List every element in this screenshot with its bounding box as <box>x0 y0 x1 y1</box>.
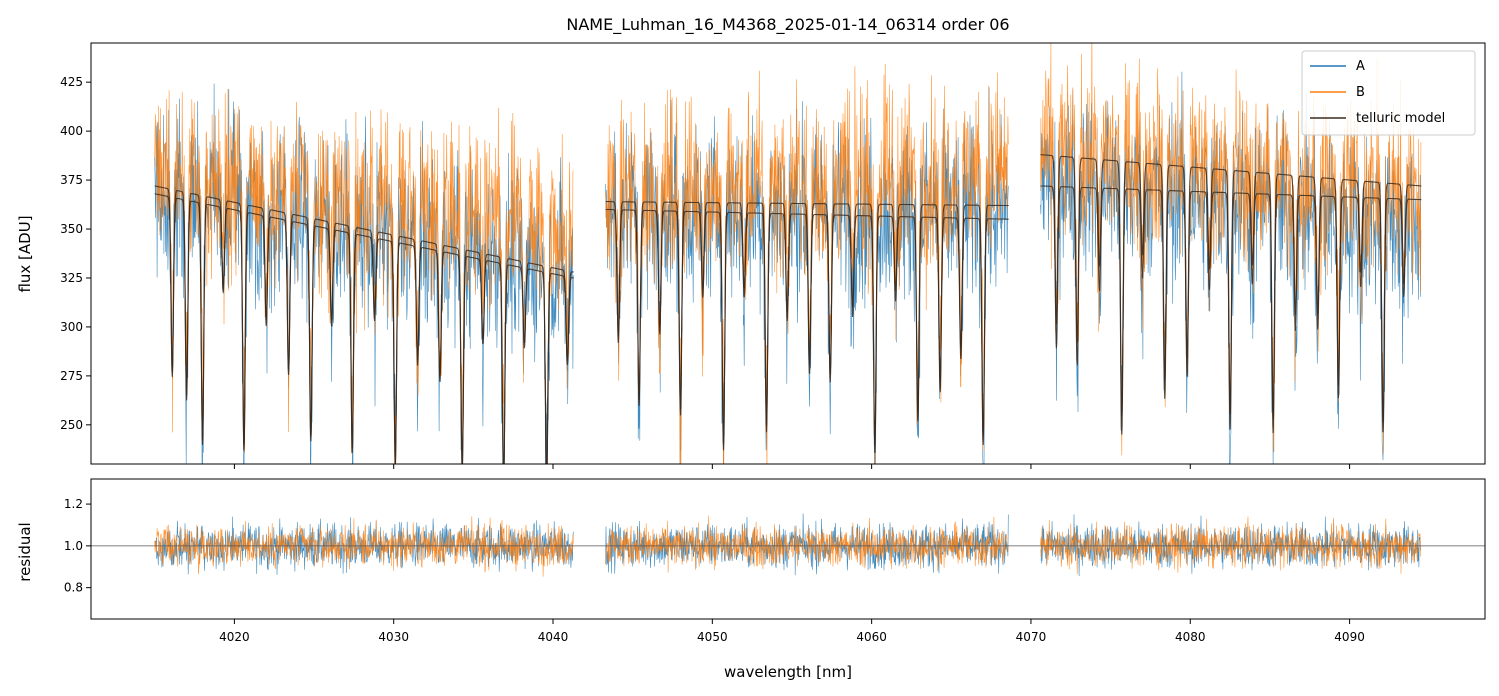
residual-y-axis-label: residual <box>16 522 34 581</box>
telluric-model-line-1-seg-0 <box>154 193 574 464</box>
telluric-model-line-1-seg-2 <box>1040 185 1422 435</box>
residual-axes-ticks: 4020 4030 4040 4050 4060 4070 4080 4090 0.8 1.0 1.… <box>64 497 1365 644</box>
residual-y-tick-label-0: 0.8 <box>64 581 83 595</box>
main-plot-area <box>154 43 1422 464</box>
main-y-tick-label-5: 375 <box>60 173 83 187</box>
residual-y-tick-label-2: 1.2 <box>64 497 83 511</box>
residual-x-tick-label-4: 4060 <box>856 630 887 644</box>
residual-axes-frame <box>90 478 1486 620</box>
legend-label-a: A <box>1356 59 1365 74</box>
chart-title: NAME_Luhman_16_M4368_2025-01-14_06314 or… <box>566 15 1009 35</box>
x-axis-label: wavelength [nm] <box>724 663 852 681</box>
residual-x-tick-label-6: 4080 <box>1175 630 1206 644</box>
residual-x-tick-label-7: 4090 <box>1334 630 1365 644</box>
main-y-tick-label-4: 350 <box>60 222 83 236</box>
series-a-line-seg-2 <box>1040 71 1422 464</box>
main-axes-ticks: 250 275 300 325 350 375 400 425 <box>60 75 1351 469</box>
main-axes-frame <box>90 42 1486 465</box>
main-y-tick-label-2: 300 <box>60 320 83 334</box>
main-y-tick-label-0: 250 <box>60 418 83 432</box>
series-b-line-seg-1 <box>605 63 1009 464</box>
residual-y-tick-label-1: 1.0 <box>64 539 83 553</box>
telluric-model-line-1-seg-1 <box>605 208 1009 454</box>
legend-box <box>1301 50 1476 136</box>
legend-label-telluric-model: telluric model <box>1356 111 1445 126</box>
legend-label-b: B <box>1356 85 1365 100</box>
residual-b-line-seg-2 <box>1040 516 1421 575</box>
residual-x-tick-label-1: 4030 <box>378 630 409 644</box>
main-y-tick-label-1: 275 <box>60 369 83 383</box>
residual-b-line-seg-0 <box>154 516 574 577</box>
main-y-tick-label-3: 325 <box>60 271 83 285</box>
residual-x-tick-label-0: 4020 <box>219 630 250 644</box>
main-y-tick-label-6: 400 <box>60 124 83 138</box>
legend: A B telluric model <box>1301 50 1476 136</box>
main-y-axis-label: flux [ADU] <box>16 215 34 292</box>
residual-x-tick-label-2: 4040 <box>538 630 569 644</box>
residual-x-tick-label-5: 4070 <box>1016 630 1047 644</box>
residual-x-tick-label-3: 4050 <box>697 630 728 644</box>
main-y-tick-label-7: 425 <box>60 75 83 89</box>
residual-b-line-seg-1 <box>605 515 1009 573</box>
residual-plot-area <box>91 513 1485 577</box>
